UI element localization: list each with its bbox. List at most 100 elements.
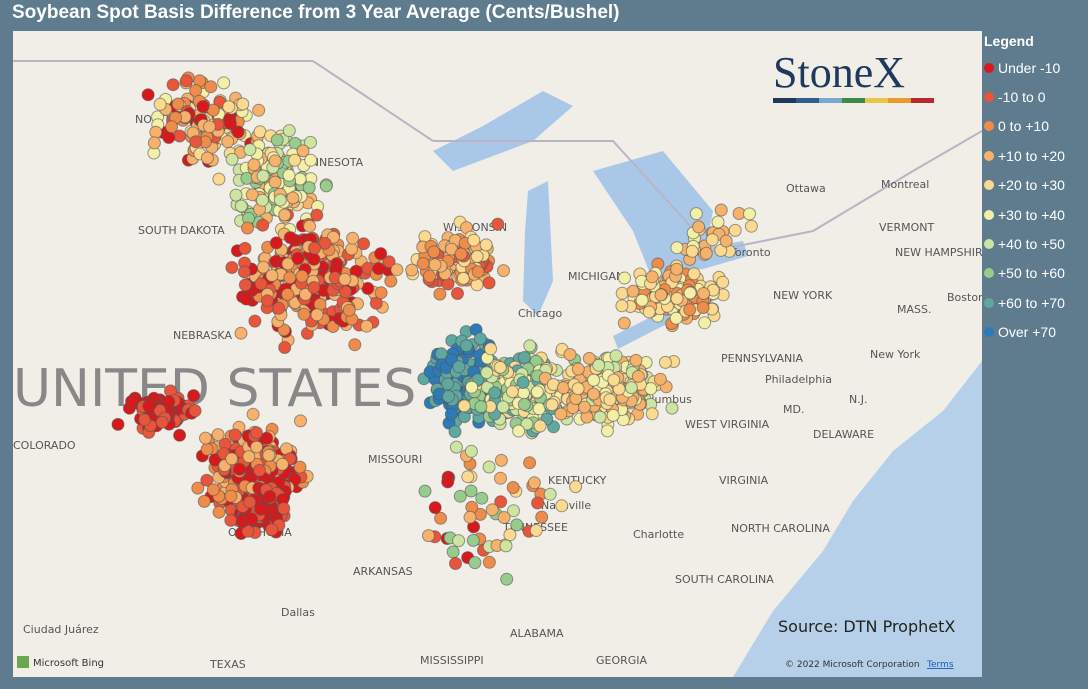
logo-bar [865, 98, 888, 103]
location-dot [293, 460, 307, 474]
map-label: MD. [783, 403, 804, 416]
legend-label: +60 to +70 [998, 294, 1065, 311]
location-dot [510, 518, 524, 532]
location-dot [582, 351, 596, 365]
location-dot [485, 503, 499, 517]
location-dot [282, 124, 296, 138]
location-dot [554, 407, 568, 421]
copyright: © 2022 Microsoft Corporation [785, 660, 920, 670]
legend-item: -10 to 0 [984, 82, 1065, 111]
location-dot [563, 348, 577, 361]
location-dot [191, 481, 205, 495]
location-dot [187, 389, 201, 403]
location-dot [523, 456, 537, 470]
location-dot [206, 483, 220, 497]
location-dot [149, 125, 163, 139]
location-dot [345, 242, 359, 256]
location-dot [714, 203, 728, 217]
location-dot [262, 448, 276, 462]
location-dot [211, 428, 225, 442]
location-dot [600, 424, 614, 438]
location-dot [162, 395, 176, 409]
location-dot [465, 380, 479, 394]
location-dot [225, 261, 239, 274]
location-dot [503, 528, 517, 542]
location-dot [441, 377, 455, 391]
map-label: NEBRASKA [173, 329, 232, 342]
location-dot [125, 394, 139, 408]
map-label: Chicago [518, 307, 562, 320]
location-dot [268, 175, 282, 189]
location-dot [304, 153, 318, 167]
location-dot [464, 444, 478, 458]
location-dot [711, 215, 725, 229]
location-dot [479, 238, 493, 252]
terms-link[interactable]: Terms [926, 660, 954, 670]
location-dot [252, 103, 266, 117]
location-dot [696, 301, 710, 315]
map-label: VERMONT [879, 221, 934, 234]
location-dot [273, 193, 287, 207]
location-dot [228, 428, 242, 442]
location-dot [453, 489, 467, 503]
location-dot [423, 269, 436, 283]
location-dot [291, 251, 305, 265]
location-dot [234, 199, 248, 213]
location-dot [615, 286, 629, 300]
location-dot [269, 236, 283, 250]
legend-swatch [984, 297, 994, 308]
location-dot [571, 362, 585, 376]
map-label: Toronto [729, 246, 771, 259]
legend-label: +20 to +30 [998, 177, 1065, 194]
location-dot [484, 342, 498, 356]
location-dot [441, 475, 455, 489]
location-dot [189, 135, 203, 149]
location-dot [254, 277, 268, 291]
location-dot [348, 338, 362, 352]
location-dot [670, 262, 684, 276]
location-dot [531, 496, 545, 510]
map-label: Ciudad Juárez [23, 623, 99, 636]
location-dot [239, 292, 253, 306]
location-dot [233, 462, 246, 476]
location-dot [556, 381, 570, 395]
location-dot [728, 223, 742, 237]
legend-label: +40 to +50 [998, 236, 1065, 253]
location-dot [200, 473, 214, 487]
legend-label: Under -10 [998, 59, 1061, 76]
legend-swatch [984, 150, 994, 161]
location-dot [697, 287, 711, 300]
map-label: ALABAMA [510, 627, 564, 640]
bing-icon [17, 656, 29, 668]
location-dot [142, 399, 156, 413]
location-dot [416, 257, 430, 270]
location-dot [231, 125, 245, 139]
map-label: Montreal [881, 178, 929, 191]
logo-bar [888, 98, 911, 103]
map-label: SOUTH DAKOTA [138, 224, 225, 237]
location-dot [626, 284, 640, 298]
location-dot [618, 271, 631, 285]
location-dot [384, 274, 398, 288]
logo-bar [842, 98, 865, 103]
location-dot [516, 376, 530, 389]
location-dot [497, 511, 511, 524]
map-label: Charlotte [633, 528, 684, 541]
location-dot [283, 231, 297, 245]
title: Soybean Spot Basis Difference from 3 Yea… [12, 2, 620, 23]
location-dot [295, 269, 309, 283]
map-label: Dallas [281, 606, 315, 619]
location-dot [606, 408, 620, 422]
legend-item: Under -10 [984, 53, 1065, 82]
location-dot [459, 339, 473, 353]
location-dot [615, 299, 629, 313]
location-dot [302, 181, 316, 195]
map-label: Ottawa [786, 182, 826, 195]
location-dot [609, 349, 623, 363]
location-dot [520, 417, 534, 431]
location-dot [744, 219, 758, 233]
location-dot [242, 450, 256, 464]
location-dot [245, 188, 259, 202]
location-dot [631, 369, 645, 383]
legend-swatch [984, 92, 994, 103]
